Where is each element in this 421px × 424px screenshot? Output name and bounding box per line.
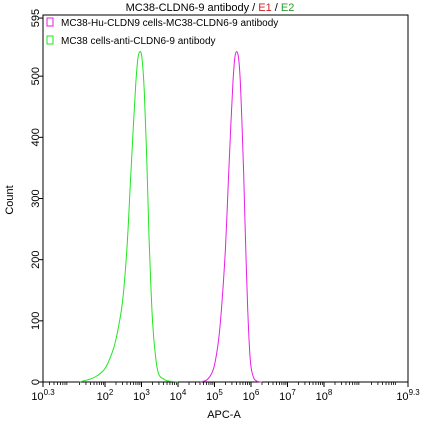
y-tick-label: 595 [30,9,42,27]
legend-swatch-mc38 [46,35,54,45]
y-axis-label: Count [4,185,16,214]
plot-frame [42,14,409,383]
y-tick-label: 500 [30,67,42,85]
x-axis-label: APC-A [207,409,241,421]
chart-title: MC38-CLDN6-9 antibody / E1 / E2 [126,2,295,14]
x-tick-label: 104 [170,388,187,403]
x-tick-label: 105 [206,388,223,403]
title-separator-2: / [272,2,281,14]
x-tick-label: 106 [243,388,260,403]
title-e2: E2 [281,2,294,14]
x-tick-label: 103 [133,388,150,403]
x-tick-label: 107 [279,388,296,403]
series-layer [79,51,263,383]
x-tick-label: 100.3 [31,388,55,403]
x-axis: 100.3 102 103 104 105 106 107 108 109.3 [31,382,420,403]
y-tick-label: 0 [30,379,42,385]
legend-label-mc38: MC38 cells-anti-CLDN6-9 antibody [61,36,216,47]
y-tick-label: 200 [30,250,42,268]
series-line-0 [199,51,263,383]
x-tick-label: 108 [316,388,333,403]
legend-swatch-hu-cldn9 [46,17,54,27]
x-tick-label: 109.3 [396,388,420,403]
y-tick-label: 100 [30,312,42,330]
title-separator-1: / [249,2,258,14]
y-axis: 0 100 200 300 400 500 595 [30,9,43,385]
x-tick-label: 102 [97,388,114,403]
y-tick-label: 400 [30,128,42,146]
title-e1: E1 [258,2,271,14]
y-tick-label: 300 [30,189,42,207]
legend-label-hu-cldn9: MC38-Hu-CLDN9 cells-MC38-CLDN6-9 antibod… [61,18,278,29]
title-main: MC38-CLDN6-9 antibody [126,2,250,14]
legend: MC38-Hu-CLDN9 cells-MC38-CLDN6-9 antibod… [46,17,278,47]
series-line-1 [79,51,179,383]
